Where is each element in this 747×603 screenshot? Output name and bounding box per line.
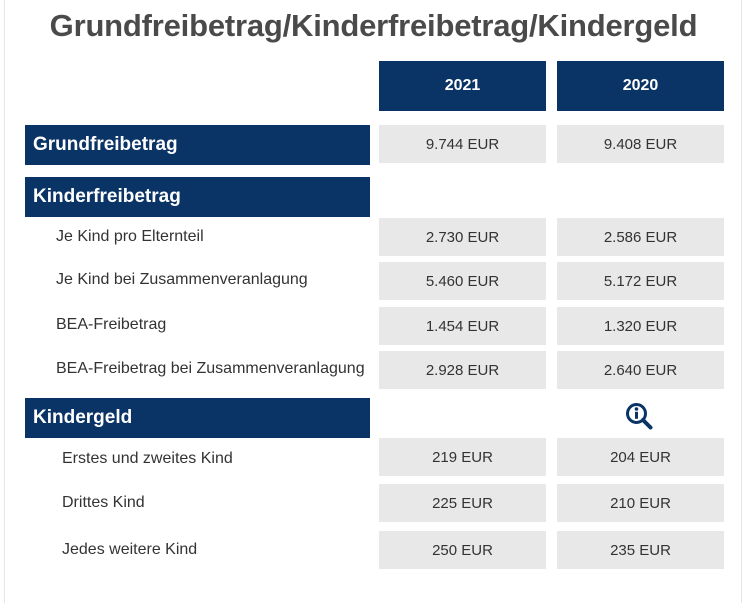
row-label-bea-freibetrag: BEA-Freibetrag (56, 316, 167, 333)
value-bea-freibetrag-zusammenveranlagung-2020: 2.640 EUR (557, 351, 724, 389)
value-jedes-weitere-kind-2021: 250 EUR (379, 531, 546, 569)
value-jedes-weitere-kind-2020: 235 EUR (557, 531, 724, 569)
value-je-kind-pro-elternteil-2021: 2.730 EUR (379, 218, 546, 256)
category-grundfreibetrag: Grundfreibetrag (25, 125, 370, 165)
value-bea-freibetrag-2021: 1.454 EUR (379, 307, 546, 345)
value-drittes-kind-2020: 210 EUR (557, 484, 724, 522)
value-je-kind-zusammenveranlagung-2021: 5.460 EUR (379, 262, 546, 300)
value-bea-freibetrag-zusammenveranlagung-2021: 2.928 EUR (379, 351, 546, 389)
value-grundfreibetrag-2020: 9.408 EUR (557, 125, 724, 163)
row-label-drittes-kind: Drittes Kind (62, 494, 145, 511)
category-kindergeld: Kindergeld (25, 398, 370, 438)
value-erstes-zweites-kind-2021: 219 EUR (379, 438, 546, 476)
row-label-je-kind-zusammenveranlagung: Je Kind bei Zusammenveranlagung (56, 271, 308, 288)
row-label-erstes-zweites-kind: Erstes und zweites Kind (62, 450, 233, 467)
value-je-kind-zusammenveranlagung-2020: 5.172 EUR (557, 262, 724, 300)
row-label-je-kind-pro-elternteil: Je Kind pro Elternteil (56, 228, 204, 245)
column-header-2021: 2021 (379, 61, 546, 111)
value-je-kind-pro-elternteil-2020: 2.586 EUR (557, 218, 724, 256)
info-magnifier-icon[interactable] (625, 402, 653, 430)
column-header-2020: 2020 (557, 61, 724, 111)
value-erstes-zweites-kind-2020: 204 EUR (557, 438, 724, 476)
row-label-jedes-weitere-kind: Jedes weitere Kind (62, 541, 198, 558)
value-grundfreibetrag-2021: 9.744 EUR (379, 125, 546, 163)
row-label-bea-freibetrag-zusammenveranlagung: BEA-Freibetrag bei Zusammenveranlagung (56, 360, 365, 377)
page-title: Grundfreibetrag/Kinderfreibetrag/Kinderg… (49, 8, 698, 43)
value-bea-freibetrag-2020: 1.320 EUR (557, 307, 724, 345)
category-kinderfreibetrag: Kinderfreibetrag (25, 177, 370, 217)
content-frame (4, 0, 742, 603)
value-drittes-kind-2021: 225 EUR (379, 484, 546, 522)
